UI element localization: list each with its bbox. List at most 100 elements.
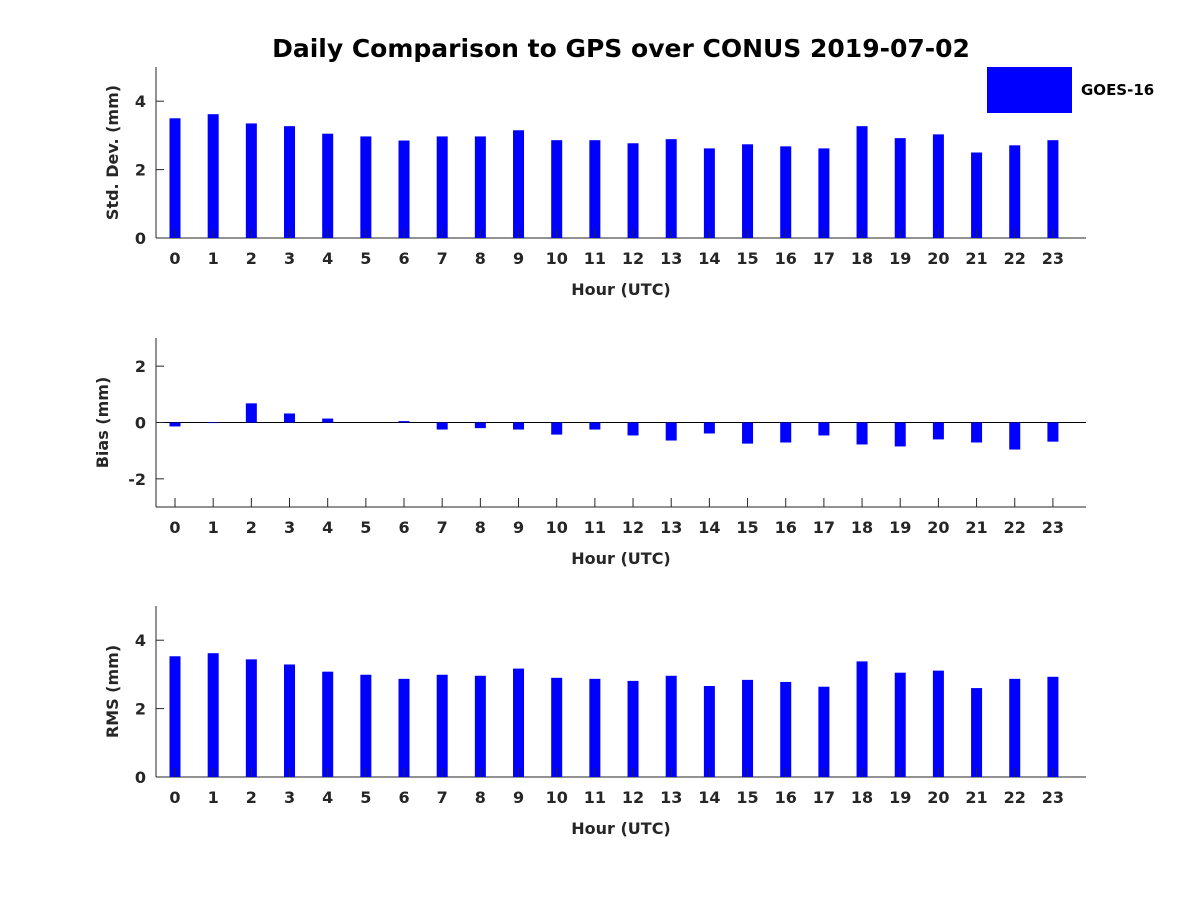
rms-bar [894, 672, 906, 777]
std-dev-bar [169, 118, 181, 238]
rms-bar [665, 675, 677, 777]
rms-x-tick-label: 12 [622, 788, 644, 807]
std-dev-bar [322, 133, 334, 238]
rms-bar [971, 688, 983, 777]
rms-x-tick-label: 22 [1004, 788, 1026, 807]
bias-x-tick-label: 23 [1042, 518, 1064, 537]
bias-bar [971, 422, 983, 443]
rms-bar [1009, 678, 1021, 777]
rms-x-tick-label: 10 [546, 788, 568, 807]
std-dev-x-tick-label: 13 [660, 249, 682, 268]
rms-bar [360, 674, 372, 777]
std-dev-x-tick-label: 22 [1004, 249, 1026, 268]
std-dev-bar [436, 136, 448, 238]
bias-x-tick-label: 12 [622, 518, 644, 537]
std-dev-x-tick-label: 7 [437, 249, 448, 268]
rms-bar [284, 664, 296, 777]
bias-y-tick-label: 2 [135, 357, 146, 376]
std-dev-x-tick-label: 9 [513, 249, 524, 268]
rms-bar [474, 675, 486, 777]
rms-x-tick-label: 18 [851, 788, 873, 807]
bias-x-tick-label: 21 [965, 518, 987, 537]
bias-x-tick-label: 19 [889, 518, 911, 537]
bias-bar [398, 421, 410, 423]
rms-bar [169, 656, 181, 777]
rms-bar [436, 674, 448, 777]
rms-bar [627, 680, 639, 777]
rms-bar [551, 677, 563, 777]
std-dev-bar [780, 146, 792, 238]
bias-y-tick-label: -2 [128, 470, 146, 489]
std-dev-bar [1047, 140, 1059, 238]
bias-x-tick-label: 6 [398, 518, 409, 537]
rms-bar [742, 679, 754, 777]
std-dev-x-tick-label: 4 [322, 249, 333, 268]
std-dev-bar [513, 130, 525, 238]
rms-x-tick-label: 5 [360, 788, 371, 807]
std-dev-bar [1009, 145, 1021, 238]
std-dev-bar [589, 140, 601, 238]
std-dev-bar [742, 144, 754, 238]
bias-x-axis-label: Hour (UTC) [571, 549, 671, 568]
std-dev-x-tick-label: 21 [965, 249, 987, 268]
std-dev-bar [894, 138, 906, 238]
std-dev-bar [207, 114, 219, 238]
chart-title: Daily Comparison to GPS over CONUS 2019-… [272, 34, 970, 63]
bias-bar [474, 422, 486, 429]
bias-x-tick-label: 3 [284, 518, 295, 537]
std-dev-bar [360, 136, 372, 238]
bias-x-tick-label: 10 [546, 518, 568, 537]
std-dev-x-tick-label: 1 [208, 249, 219, 268]
std-dev-x-tick-label: 6 [398, 249, 409, 268]
std-dev-x-tick-label: 14 [698, 249, 720, 268]
bias-x-tick-label: 16 [775, 518, 797, 537]
rms-x-tick-label: 6 [398, 788, 409, 807]
std-dev-bar [932, 134, 944, 238]
rms-y-tick-label: 4 [135, 631, 146, 650]
std-dev-y-tick-label: 2 [135, 161, 146, 180]
rms-bar [398, 678, 410, 777]
std-dev-bar [971, 152, 983, 238]
rms-x-tick-label: 9 [513, 788, 524, 807]
legend: GOES-16 [987, 67, 1154, 113]
std-dev-bar [818, 148, 830, 238]
bias-x-tick-label: 1 [208, 518, 219, 537]
rms-x-tick-label: 17 [813, 788, 835, 807]
bias-x-tick-label: 2 [246, 518, 257, 537]
bias-bar [436, 422, 448, 430]
bias-bar [742, 422, 754, 444]
rms-x-tick-label: 3 [284, 788, 295, 807]
bias-bar [207, 422, 219, 424]
bias-x-tick-label: 15 [736, 518, 758, 537]
rms-x-tick-label: 15 [736, 788, 758, 807]
std-dev-bar [551, 140, 563, 238]
rms-bar [207, 653, 219, 777]
rms-y-tick-label: 2 [135, 700, 146, 719]
bias-x-tick-label: 14 [698, 518, 720, 537]
rms-bar [780, 681, 792, 777]
rms-x-tick-label: 21 [965, 788, 987, 807]
rms-x-tick-label: 13 [660, 788, 682, 807]
std-dev-x-tick-label: 15 [736, 249, 758, 268]
rms-bar [856, 661, 868, 777]
rms-x-tick-label: 11 [584, 788, 606, 807]
std-dev-bar [665, 139, 677, 238]
rms-x-tick-label: 0 [169, 788, 180, 807]
std-dev-x-tick-label: 2 [246, 249, 257, 268]
bias-x-tick-label: 22 [1004, 518, 1026, 537]
std-dev-bar [856, 126, 868, 238]
rms-bar [1047, 676, 1059, 777]
bias-x-tick-label: 20 [927, 518, 949, 537]
std-dev-bar [627, 143, 639, 238]
rms-x-tick-label: 14 [698, 788, 720, 807]
rms-x-tick-label: 8 [475, 788, 486, 807]
std-dev-x-tick-label: 18 [851, 249, 873, 268]
std-dev-bar [284, 126, 296, 238]
std-dev-bar [474, 136, 486, 238]
bias-x-tick-label: 18 [851, 518, 873, 537]
bias-bar [780, 422, 792, 443]
